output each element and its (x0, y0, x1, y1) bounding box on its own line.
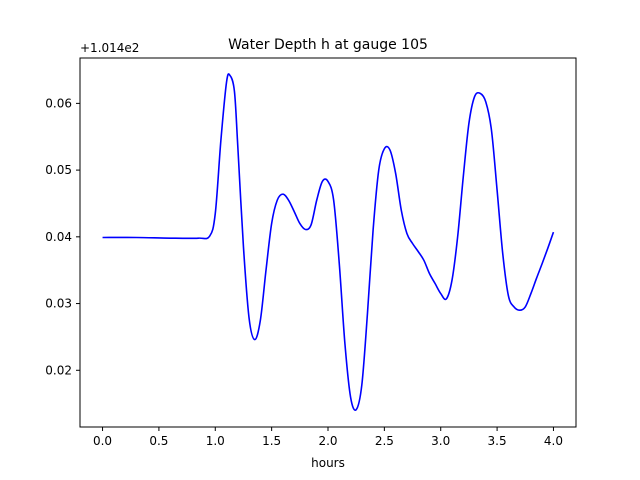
y-axis: 0.02 0.03 0.04 0.05 0.06 (45, 96, 80, 377)
x-tick-label: 4.0 (544, 434, 563, 448)
x-tick-label: 2.5 (375, 434, 394, 448)
x-tick-label: 3.5 (488, 434, 507, 448)
x-tick-label: 3.0 (431, 434, 450, 448)
x-tick-label: 0.0 (93, 434, 112, 448)
x-tick-label: 2.0 (318, 434, 337, 448)
y-tick-label: 0.05 (45, 163, 72, 177)
y-tick-label: 0.02 (45, 363, 72, 377)
x-axis-label: hours (311, 456, 345, 470)
x-axis: 0.0 0.5 1.0 1.5 2.0 2.5 3.0 3.5 4.0 (93, 427, 563, 448)
x-tick-label: 1.5 (262, 434, 281, 448)
series-line (102, 73, 555, 411)
x-tick-label: 1.0 (206, 434, 225, 448)
series-layer (102, 73, 555, 411)
x-tick-label: 0.5 (149, 434, 168, 448)
y-tick-label: 0.03 (45, 297, 72, 311)
chart-title: Water Depth h at gauge 105 (228, 37, 428, 53)
y-offset-label: +1.014e2 (80, 41, 139, 55)
y-tick-label: 0.06 (45, 96, 72, 110)
y-tick-label: 0.04 (45, 230, 72, 244)
